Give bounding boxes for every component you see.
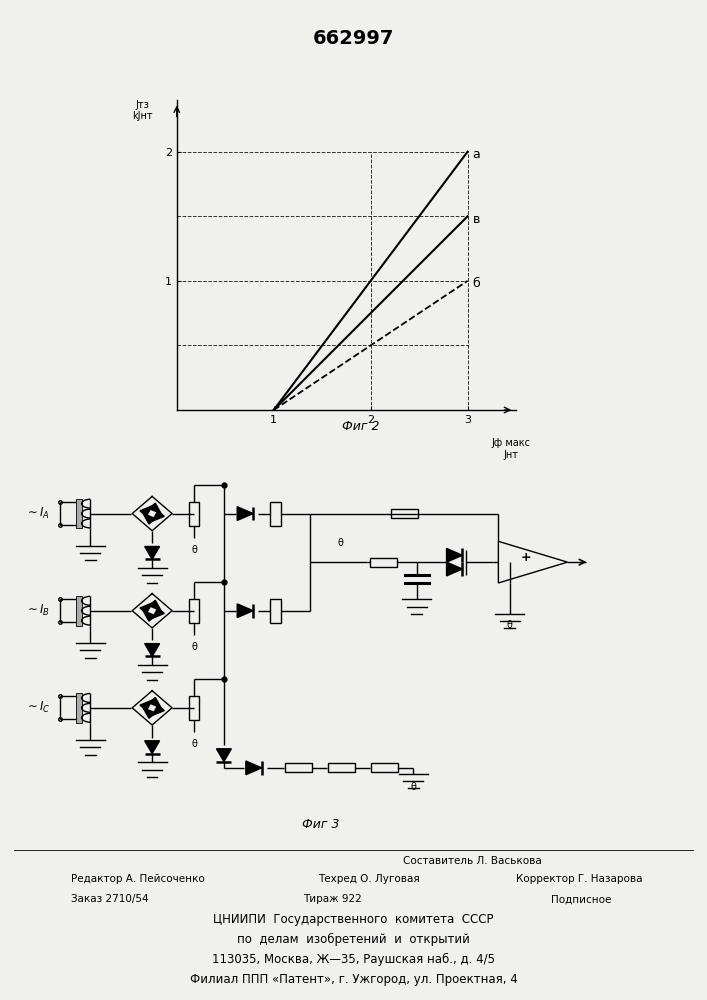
Polygon shape — [140, 603, 152, 613]
Polygon shape — [143, 611, 156, 621]
Polygon shape — [143, 514, 156, 524]
Text: $\sim I_A$: $\sim I_A$ — [25, 506, 49, 521]
Bar — [76, 499, 82, 528]
Text: Редактор А. Пейсоченко: Редактор А. Пейсоченко — [71, 874, 204, 884]
Text: по  делам  изобретений  и  открытий: по делам изобретений и открытий — [237, 933, 470, 946]
Bar — [371, 763, 398, 772]
Text: Jтз
kJнт: Jтз kJнт — [132, 100, 153, 121]
Text: θ: θ — [191, 642, 197, 652]
Polygon shape — [145, 546, 160, 559]
Bar — [270, 599, 281, 623]
Text: 113035, Москва, Ж—35, Раушская наб., д. 4/5: 113035, Москва, Ж—35, Раушская наб., д. … — [212, 953, 495, 966]
Text: $\sim I_B$: $\sim I_B$ — [25, 603, 49, 618]
Bar — [370, 558, 397, 567]
Polygon shape — [246, 761, 262, 775]
Text: θ: θ — [507, 620, 513, 630]
Polygon shape — [143, 708, 156, 718]
Polygon shape — [140, 506, 152, 516]
Bar — [76, 693, 82, 723]
Bar — [328, 763, 355, 772]
Bar — [76, 596, 82, 626]
Text: θ: θ — [191, 545, 197, 555]
Text: +: + — [521, 551, 532, 564]
Text: Фиг 2: Фиг 2 — [341, 420, 380, 432]
Polygon shape — [447, 548, 462, 562]
Text: Тираж 922: Тираж 922 — [303, 894, 362, 904]
Bar — [391, 509, 418, 518]
Text: Филиал ППП «Патент», г. Ужгород, ул. Проектная, 4: Филиал ППП «Патент», г. Ужгород, ул. Про… — [189, 973, 518, 986]
Text: Фиг 3: Фиг 3 — [301, 818, 339, 832]
Polygon shape — [149, 697, 161, 708]
Text: Подписное: Подписное — [551, 894, 612, 904]
Polygon shape — [140, 700, 152, 711]
Bar — [189, 502, 199, 526]
Text: 662997: 662997 — [312, 29, 395, 48]
Polygon shape — [149, 600, 161, 611]
Text: а: а — [472, 148, 480, 161]
Polygon shape — [145, 741, 160, 754]
Text: Заказ 2710/54: Заказ 2710/54 — [71, 894, 148, 904]
Polygon shape — [447, 562, 462, 576]
Text: θ: θ — [191, 739, 197, 749]
Text: θ: θ — [410, 782, 416, 792]
Polygon shape — [149, 503, 161, 514]
Polygon shape — [238, 507, 253, 520]
Polygon shape — [152, 705, 164, 716]
Polygon shape — [216, 749, 231, 762]
Text: в: в — [472, 213, 480, 226]
Text: θ: θ — [337, 538, 343, 548]
Polygon shape — [238, 604, 253, 618]
Text: Составитель Л. Васькова: Составитель Л. Васькова — [403, 856, 542, 865]
Text: Корректор Г. Назарова: Корректор Г. Назарова — [516, 874, 643, 884]
Bar — [189, 696, 199, 720]
Bar — [270, 502, 281, 526]
Polygon shape — [145, 644, 160, 656]
Text: б: б — [472, 277, 480, 290]
Bar — [189, 599, 199, 623]
Text: Jф макс
Jнт: Jф макс Jнт — [492, 438, 531, 460]
Text: Техред О. Луговая: Техред О. Луговая — [318, 874, 420, 884]
Polygon shape — [152, 511, 164, 521]
Text: ЦНИИПИ  Государственного  комитета  СССР: ЦНИИПИ Государственного комитета СССР — [214, 913, 493, 926]
Polygon shape — [152, 608, 164, 618]
Text: $\sim I_C$: $\sim I_C$ — [25, 700, 50, 715]
Bar — [285, 763, 312, 772]
